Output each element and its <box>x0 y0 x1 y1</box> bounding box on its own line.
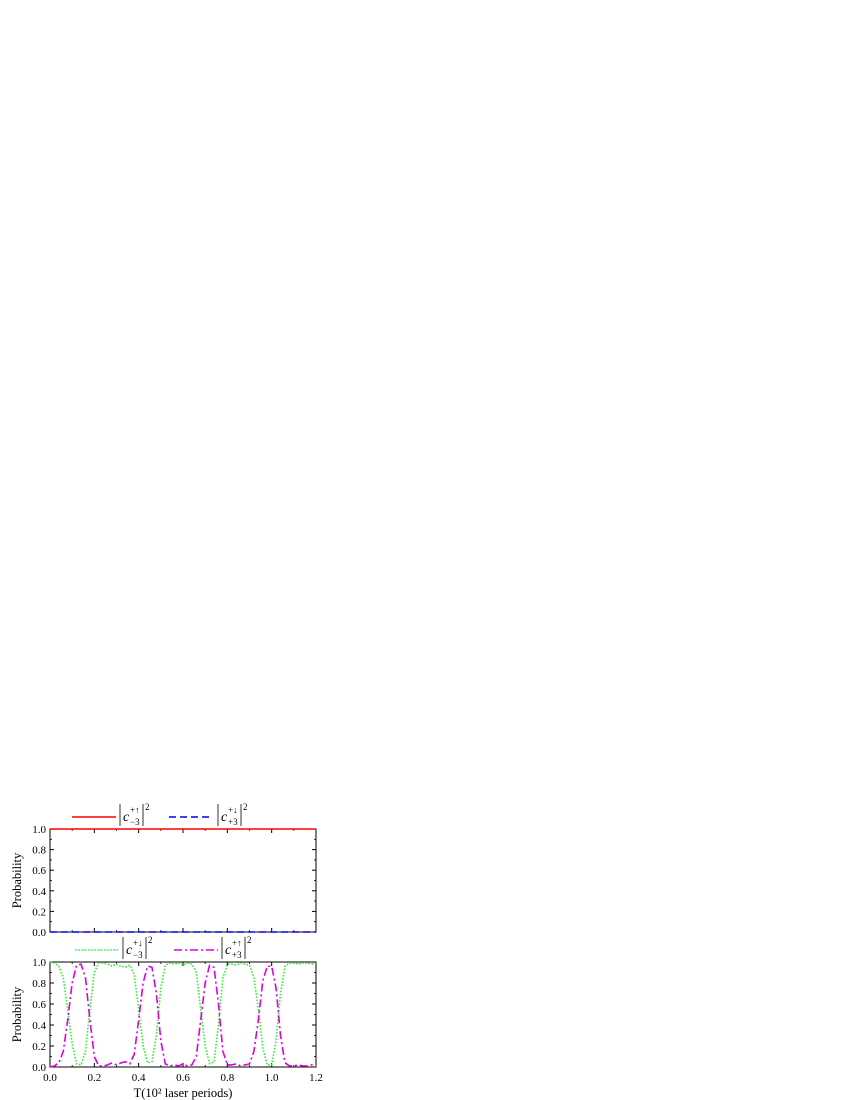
y-tick-label: 0.0 <box>32 927 46 939</box>
legend-sub: −3 <box>133 950 143 960</box>
y-tick-label: 0.8 <box>32 845 46 857</box>
legend-symbol: c <box>225 943 232 958</box>
x-tick-label: 0.8 <box>220 1072 234 1084</box>
y-tick-label: 0.6 <box>32 865 46 877</box>
legend-sup: +↑ <box>232 938 242 948</box>
plot-frame <box>49 828 317 933</box>
series-line-s3 <box>49 961 317 1066</box>
y-tick-label: 1.0 <box>32 957 46 969</box>
legend-label-s1: c +↑ −3 2 <box>119 802 150 827</box>
legend-sup: +↓ <box>133 938 143 948</box>
y-tick-label: 1.0 <box>32 824 46 836</box>
legend-sub: −3 <box>130 817 140 827</box>
y-tick-label: 0.2 <box>32 1041 46 1053</box>
series-line-s4 <box>49 963 317 1068</box>
x-tick-label: 1.2 <box>309 1072 323 1084</box>
chart-panel-2: 0.0 0.2 0.4 0.6 0.8 1.0 0.0 0.2 0.4 0.6 0.8 1.0 1.2 P… <box>10 935 323 1100</box>
y-tick-label: 0.6 <box>32 999 46 1011</box>
y-axis-label: Probability <box>10 852 24 908</box>
x-tick-label: 0.2 <box>87 1072 101 1084</box>
x-tick-label: 1.0 <box>265 1072 279 1084</box>
legend-symbol: c <box>123 810 130 825</box>
legend-sub: +3 <box>228 817 238 827</box>
y-tick-label: 0.8 <box>32 978 46 990</box>
legend-sup: +↓ <box>228 805 238 815</box>
legend-exp: 2 <box>247 935 252 945</box>
x-tick-label: 0.0 <box>43 1072 57 1084</box>
y-axis-label: Probability <box>10 986 24 1042</box>
y-tick-label: 0.0 <box>32 1062 46 1074</box>
x-axis-label: T(10² laser periods) <box>134 1086 233 1100</box>
legend-label-s4: c +↑ +3 2 <box>221 935 252 960</box>
x-tick-label: 0.4 <box>132 1072 146 1084</box>
legend-sub: +3 <box>232 950 242 960</box>
legend-label-s3: c +↓ −3 2 <box>122 935 153 960</box>
legend-label-s2: c +↓ +3 2 <box>217 802 248 827</box>
legend-sup: +↑ <box>130 805 140 815</box>
legend-exp: 2 <box>145 802 150 812</box>
legend-exp: 2 <box>243 802 248 812</box>
y-tick-label: 0.4 <box>32 1020 46 1032</box>
legend-symbol: c <box>221 810 228 825</box>
legend-exp: 2 <box>148 935 153 945</box>
legend-symbol: c <box>126 943 133 958</box>
x-tick-label: 0.6 <box>176 1072 190 1084</box>
y-tick-label: 0.2 <box>32 906 46 918</box>
y-tick-label: 0.4 <box>32 886 46 898</box>
